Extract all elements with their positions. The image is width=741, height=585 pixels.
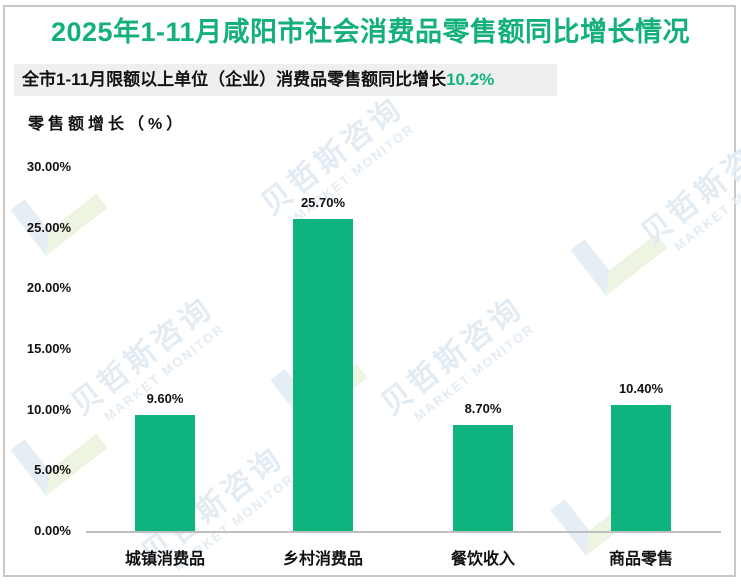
y-tick-label: 20.00% [26, 280, 71, 296]
y-tick-label: 0.00% [34, 523, 71, 538]
x-tick-label: 餐饮收入 [450, 551, 515, 568]
x-tick-label: 乡村消费品 [282, 551, 363, 568]
y-tick-label: 15.00% [26, 341, 71, 356]
x-tick-label: 商品零售 [608, 551, 673, 568]
bar [293, 219, 353, 531]
y-tick-label: 10.00% [26, 401, 71, 417]
bar-value-label: 9.60% [146, 390, 184, 406]
bar-value-label: 25.70% [300, 195, 346, 211]
subtitle-box [14, 64, 557, 96]
x-tick-label: 城镇消费品 [124, 551, 205, 568]
bar [611, 404, 671, 531]
y-tick-label: 5.00% [34, 462, 71, 478]
bar [453, 425, 513, 531]
y-tick-label: 25.00% [26, 219, 71, 235]
chart-subtitle: 全市1-11月限额以上单位（企业）消费品零售额同比增长10.2% [22, 64, 494, 96]
bar-value-label: 10.40% [618, 380, 664, 396]
subtitle-text: 全市1-11月限额以上单位（企业）消费品零售额同比增长 [22, 70, 447, 89]
bar [135, 414, 195, 531]
x-axis-line [86, 531, 721, 533]
chart-title: 2025年1-11月咸阳市社会消费品零售额同比增长情况 [50, 17, 691, 47]
y-tick-label: 30.00% [26, 159, 71, 174]
bar-value-label: 8.70% [464, 401, 502, 417]
y-axis-label: 零售额增长（%） [28, 116, 187, 133]
subtitle-highlight-value: 10.2% [446, 70, 495, 89]
